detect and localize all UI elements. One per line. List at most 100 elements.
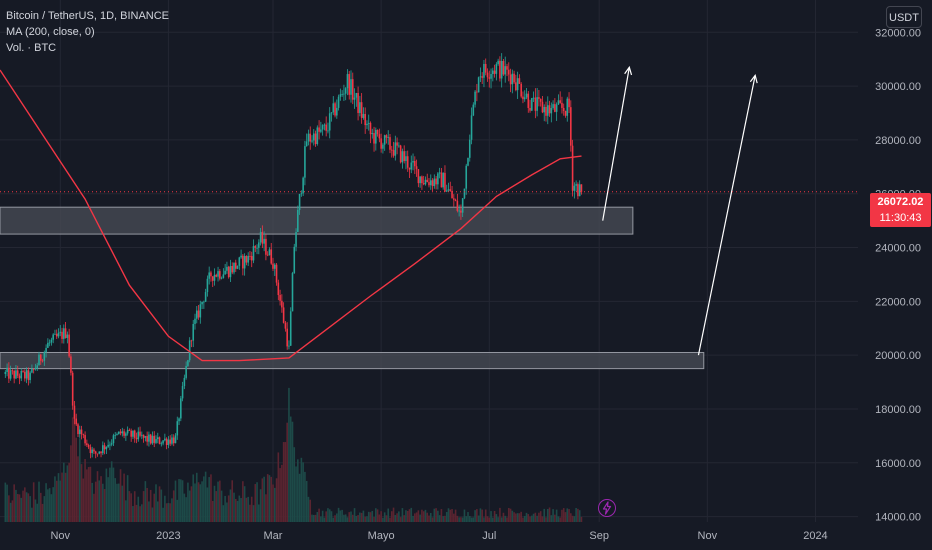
- volume-bar: [511, 510, 514, 522]
- volume-bar: [238, 495, 241, 522]
- volume-bar: [217, 481, 219, 522]
- volume-bar: [426, 512, 429, 522]
- volume-bar: [437, 510, 439, 522]
- candle-body: [532, 97, 535, 99]
- volume-bar: [204, 471, 207, 522]
- time-axis[interactable]: Nov 2023 Mar Mayo Jul Sep Nov 2024: [0, 526, 858, 550]
- volume-bar: [55, 480, 58, 522]
- volume-bar: [394, 515, 397, 522]
- volume-bar: [288, 387, 290, 522]
- volume-bar: [68, 462, 70, 522]
- candle-body: [429, 180, 432, 186]
- candle-body: [337, 96, 340, 108]
- candle-body: [509, 74, 512, 85]
- volume-bar: [406, 510, 409, 522]
- volume-bar: [98, 480, 101, 522]
- candle-body: [121, 431, 124, 434]
- chart-legend: Bitcoin / TetherUS, 1D, BINANCE MA (200,…: [6, 8, 169, 56]
- candle-body: [398, 145, 400, 147]
- volume-bar: [27, 493, 30, 522]
- candle-body: [176, 421, 179, 436]
- candle-body: [222, 274, 225, 278]
- candle-body: [286, 328, 288, 347]
- volume-bar: [408, 509, 411, 522]
- price-axis[interactable]: 32000.0030000.0028000.0026000.0024000.00…: [858, 0, 932, 550]
- volume-bar: [461, 517, 464, 522]
- candle-body: [405, 156, 407, 162]
- volume-bar: [577, 508, 579, 522]
- candle-body: [219, 271, 221, 279]
- volume-bar: [261, 478, 264, 522]
- candle-body: [522, 96, 524, 100]
- candle-body: [256, 247, 258, 249]
- volume-bar: [20, 497, 23, 522]
- candle-body: [523, 97, 526, 100]
- candle-body: [114, 434, 117, 436]
- candle-body: [187, 360, 189, 366]
- currency-button[interactable]: USDT: [886, 6, 922, 28]
- candle-body: [284, 322, 287, 329]
- candle-body: [520, 83, 522, 97]
- candle-body: [289, 311, 292, 346]
- candle-body: [277, 282, 280, 296]
- candle-body: [34, 368, 37, 370]
- candle-body: [178, 418, 180, 422]
- volume-bar: [320, 516, 322, 522]
- candle-body: [497, 60, 499, 65]
- volume-bar: [334, 515, 336, 522]
- volume-bar: [424, 509, 427, 522]
- lightning-glyph: [602, 501, 612, 515]
- volume-bar: [573, 516, 576, 522]
- volume-bar: [375, 508, 377, 522]
- candle-body: [373, 133, 375, 144]
- volume-bar: [570, 513, 572, 522]
- candle-body: [577, 184, 579, 197]
- candle-body: [45, 347, 47, 352]
- candle-body: [421, 176, 423, 184]
- lightning-icon[interactable]: [598, 499, 616, 517]
- price-tick-label: 24000.00: [875, 243, 921, 255]
- volume-indicator-label[interactable]: Vol. · BTC: [6, 42, 57, 54]
- volume-bar: [291, 421, 294, 522]
- volume-bar: [312, 514, 315, 522]
- volume-bar: [479, 508, 482, 522]
- candle-body: [321, 125, 324, 130]
- symbol-title[interactable]: Bitcoin / TetherUS, 1D, BINANCE: [6, 10, 170, 22]
- volume-bar: [550, 515, 553, 522]
- volume-bar: [440, 509, 443, 522]
- volume-bar: [376, 509, 379, 522]
- candle-body: [492, 70, 494, 75]
- candle-body: [84, 435, 86, 444]
- candle-body: [82, 434, 85, 436]
- ma200-line: [0, 69, 582, 362]
- candle-body: [525, 93, 528, 98]
- candle-body: [476, 91, 478, 93]
- candle-body: [408, 167, 411, 170]
- volume-bar: [213, 485, 216, 522]
- volume-bar: [316, 512, 319, 522]
- candle-body: [445, 190, 448, 192]
- volume-bar: [500, 517, 503, 522]
- volume-bar: [272, 484, 274, 522]
- volume-bar: [15, 489, 17, 522]
- candle-body: [467, 157, 469, 166]
- volume-bar: [227, 495, 230, 522]
- candle-body: [554, 104, 556, 112]
- volume-bar: [467, 512, 469, 522]
- candle-body: [61, 331, 63, 339]
- candle-body: [355, 93, 358, 98]
- candle-body: [323, 124, 326, 126]
- candle-body: [291, 273, 294, 312]
- ma-indicator-label[interactable]: MA (200, close, 0): [6, 26, 95, 38]
- candle-body: [210, 272, 212, 277]
- candle-body: [442, 172, 444, 188]
- volume-bar: [211, 500, 214, 522]
- volume-bar: [281, 464, 283, 522]
- volume-bar: [484, 509, 487, 522]
- projection-arrow-head: [749, 73, 758, 84]
- candle-body: [174, 435, 177, 444]
- volume-bar: [492, 517, 494, 522]
- volume-bar: [562, 508, 565, 522]
- volume-bar: [112, 467, 115, 522]
